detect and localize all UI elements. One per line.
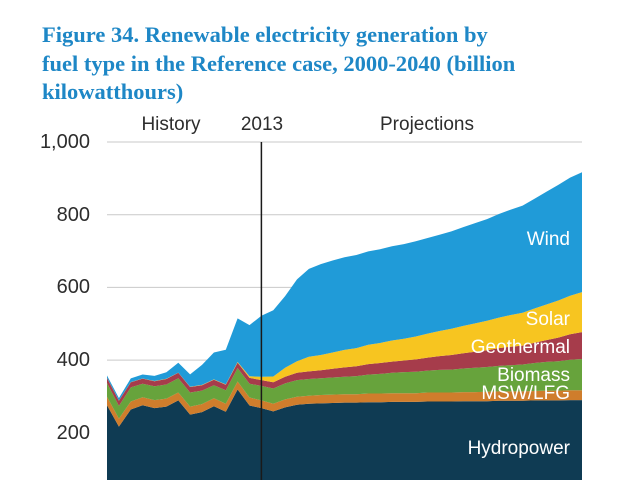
area-wind [107,172,582,401]
y-axis-tick-1000: 1,000 [39,131,90,153]
divider-year-label: 2013 [240,114,284,135]
series-label-solar: Solar [525,309,570,330]
area-geothermal [107,332,582,406]
area-msw-lfg [107,381,582,427]
figure-title: Figure 34. Renewable electricity generat… [42,21,515,107]
area-solar [107,292,582,401]
series-label-geothermal: Geothermal [470,337,570,358]
series-label-msw-lfg: MSW/LFG [481,383,570,404]
series-label-wind: Wind [526,229,570,250]
y-axis-tick-200: 200 [56,422,90,444]
figure-title-line-3: kilowatthours) [42,79,184,104]
series-label-hydropower: Hydropower [467,438,570,459]
figure-title-line-2: fuel type in the Reference case, 2000-20… [42,50,516,76]
history-period-label: History [141,114,201,135]
projections-period-label: Projections [380,114,474,135]
y-axis-tick-600: 600 [56,276,90,298]
area-hydropower [107,389,582,480]
figure-title-line-1: Figure 34. Renewable electricity generat… [42,22,488,47]
y-axis-tick-400: 400 [56,349,90,371]
area-biomass [107,359,582,419]
series-label-biomass: Biomass [497,365,570,386]
y-axis-tick-800: 800 [56,204,90,226]
